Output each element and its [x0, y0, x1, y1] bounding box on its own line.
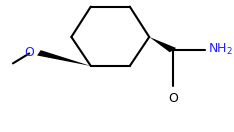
Polygon shape	[37, 50, 91, 66]
Text: NH$_2$: NH$_2$	[208, 42, 233, 57]
Polygon shape	[149, 37, 176, 52]
Text: O: O	[168, 92, 178, 105]
Text: O: O	[25, 46, 35, 59]
